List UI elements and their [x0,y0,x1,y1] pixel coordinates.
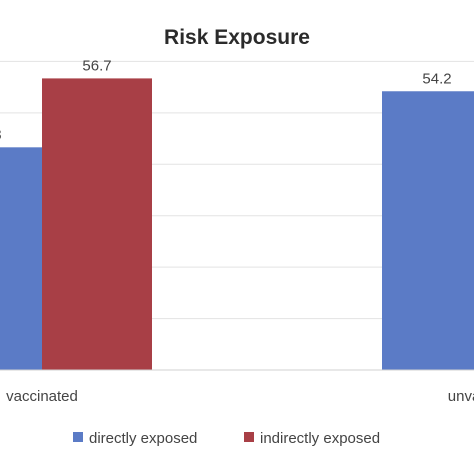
category-label-vaccinated: vaccinated [6,388,78,405]
data-label-indirectly-exposed-vaccinated: 56.7 [82,57,111,74]
data-label-directly-exposed-vaccinated: 43.3 [0,126,2,143]
legend-label-indirectly-exposed: indirectly exposed [260,430,380,447]
bar-directly-exposed-unvaccinated [382,91,474,370]
bars [0,78,474,371]
bar-directly-exposed-vaccinated [0,147,42,370]
data-labels: 43.3 54.2 56.7 [0,57,452,143]
legend-swatch-indirectly-exposed [244,432,254,442]
legend-swatch-directly-exposed [73,432,83,442]
data-label-directly-exposed-unvaccinated: 54.2 [422,70,451,87]
legend: directly exposed indirectly exposed [73,430,380,447]
bar-indirectly-exposed-vaccinated [42,78,152,371]
legend-label-directly-exposed: directly exposed [89,430,197,447]
chart-title: Risk Exposure [164,26,310,49]
category-label-unvaccinated: unvaccinated [448,388,474,405]
